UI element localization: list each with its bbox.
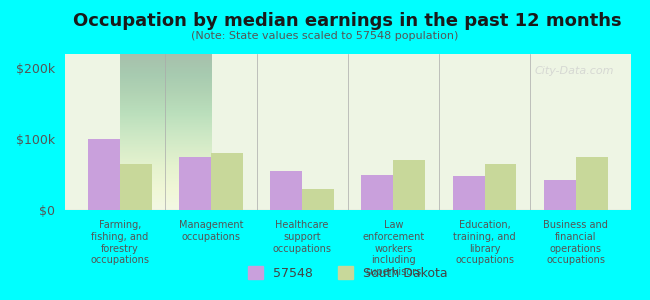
Bar xyxy=(361,175,393,210)
Bar xyxy=(302,189,334,210)
Bar xyxy=(211,153,243,210)
Bar xyxy=(544,180,576,210)
Bar xyxy=(484,164,517,210)
Legend: 57548, South Dakota: 57548, South Dakota xyxy=(243,261,452,285)
Bar xyxy=(88,139,120,210)
Text: (Note: State values scaled to 57548 population): (Note: State values scaled to 57548 popu… xyxy=(191,31,459,41)
Title: Occupation by median earnings in the past 12 months: Occupation by median earnings in the pas… xyxy=(73,12,622,30)
Bar xyxy=(270,171,302,210)
Bar xyxy=(179,157,211,210)
Bar xyxy=(120,164,151,210)
Bar xyxy=(452,176,484,210)
Text: City-Data.com: City-Data.com xyxy=(534,67,614,76)
Bar xyxy=(393,160,425,210)
Bar xyxy=(576,157,608,210)
